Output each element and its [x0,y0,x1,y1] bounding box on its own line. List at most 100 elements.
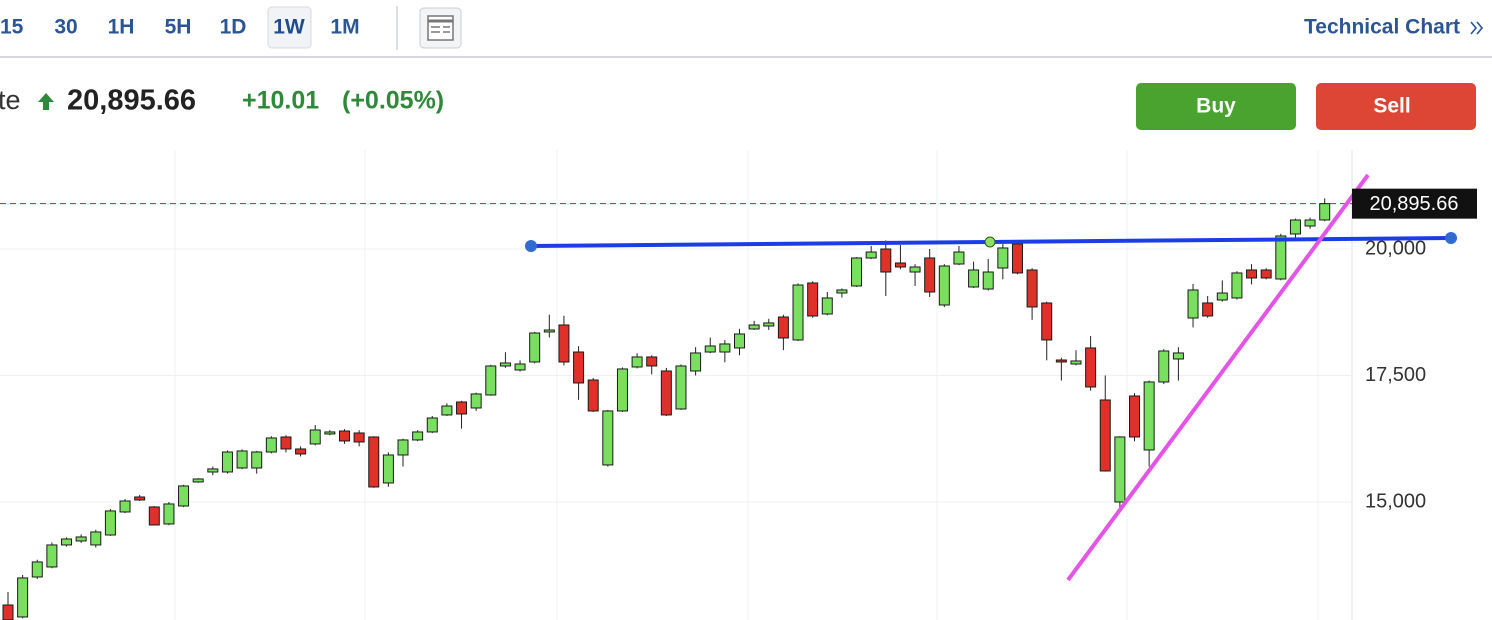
interval-button[interactable]: 1H [108,16,135,39]
candle-body [1202,302,1214,317]
candle-body [1011,243,1023,274]
candle-body [426,417,438,433]
rising-trendline [1066,173,1370,582]
candle-body [1055,359,1067,363]
interval-button[interactable]: 30 [54,16,77,39]
candle-body [1231,272,1243,299]
candle-body [616,368,628,412]
candle-body [236,450,248,469]
candle-body [46,544,58,568]
price-axis: 12,500 15,000 17,500 20,000 20,895.66 [1352,188,1477,620]
candle-body [1041,302,1053,341]
candle-body [382,454,394,484]
candle-body [1099,399,1111,472]
candle-body [338,430,350,442]
candle-body [280,436,292,450]
candle-body [178,485,190,507]
up-arrow-icon [38,93,54,110]
candle-body [470,393,482,409]
chevron-icon [1470,21,1484,35]
candle-body [1143,381,1155,451]
candle-body [1070,360,1082,365]
candle-body [646,356,658,367]
sell-label[interactable]: Sell [1373,95,1410,118]
interval-button[interactable]: 1W [273,16,305,39]
quote-price: 20,895.66 [67,85,196,117]
candle-body [514,363,526,371]
y-tick-label: 20,000 [1365,237,1426,259]
interval-button[interactable]: 1D [220,16,247,39]
candle-body [148,506,160,526]
candle-body [763,322,775,327]
candle-body [690,352,702,372]
vertical-grid [174,150,1319,620]
candle-body [631,356,643,368]
candle-body [953,251,965,265]
candle-body [587,379,599,412]
last-price-tag [1352,188,1477,219]
candle-body [734,333,745,349]
candle-body [441,405,453,416]
candle-body [1246,269,1258,279]
candle-body [119,500,131,513]
candle-body [894,262,906,268]
sell-button[interactable]: Sell [1316,83,1476,130]
interval-button[interactable]: 15 [0,16,24,39]
interval-button[interactable]: 1M [330,16,359,39]
candle-body [221,451,233,473]
candle-body [1158,350,1170,383]
candle-body [792,284,804,341]
candle-body [880,248,892,273]
candle-body [675,365,687,410]
candle-body [543,329,555,333]
drawings [525,173,1457,582]
candle-body [1216,292,1228,301]
candle-body [499,362,511,367]
candle-body [75,536,87,542]
candle-body [192,478,204,483]
candle-body [938,265,950,306]
technical-chart-link[interactable]: Technical Chart [1304,16,1460,39]
buy-label[interactable]: Buy [1196,95,1236,118]
candle-body [61,538,73,546]
candle-body [573,351,585,384]
candle-body [865,251,877,259]
buy-button[interactable]: Buy [1136,83,1296,130]
y-tick-label: 12,500 [1365,617,1426,620]
candle-body [719,343,731,353]
candle-body [324,431,336,435]
candle-body [1319,203,1331,221]
candle-body [1187,289,1199,319]
quote-change: +10.01 [242,87,319,115]
candle-body [1114,436,1126,503]
candle-body [90,531,102,546]
trendline-handle[interactable] [1445,232,1457,244]
candle-body [31,561,43,578]
quote-change-pct: (+0.05%) [342,87,444,115]
candle-body [924,257,936,293]
candle-body [836,289,848,294]
candle-body [704,345,716,353]
candle-body [909,266,921,273]
candles [2,198,1331,620]
candle-body [1289,219,1301,235]
layout-icon[interactable] [419,7,462,49]
candle-body [968,269,980,288]
candle-body [1129,395,1141,438]
candle-body [412,431,424,441]
candle-body [1172,352,1184,360]
candle-body [397,439,409,456]
candle-body [997,247,1009,269]
interval-button[interactable]: 5H [165,16,192,39]
candle-body [821,297,833,315]
trendline-handle[interactable] [525,240,537,252]
candle-body [748,324,760,330]
selected-interval-box [267,6,312,49]
candle-body [485,365,497,396]
last-price-label: 20,895.66 [1370,193,1459,215]
candle-body [558,324,570,363]
candle-body [529,332,541,363]
trendline-point [984,236,996,248]
